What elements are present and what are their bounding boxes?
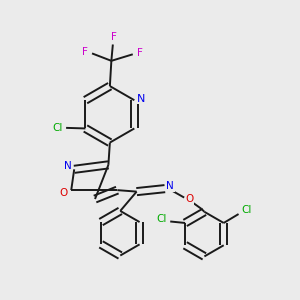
Text: Cl: Cl [242,206,252,215]
Text: N: N [166,181,174,191]
Text: N: N [137,94,145,104]
Text: Cl: Cl [52,123,63,133]
Text: F: F [111,32,117,42]
Text: F: F [137,48,143,58]
Text: O: O [60,188,68,198]
Text: Cl: Cl [157,214,167,224]
Text: O: O [185,194,194,204]
Text: N: N [64,161,71,171]
Text: F: F [82,47,88,57]
